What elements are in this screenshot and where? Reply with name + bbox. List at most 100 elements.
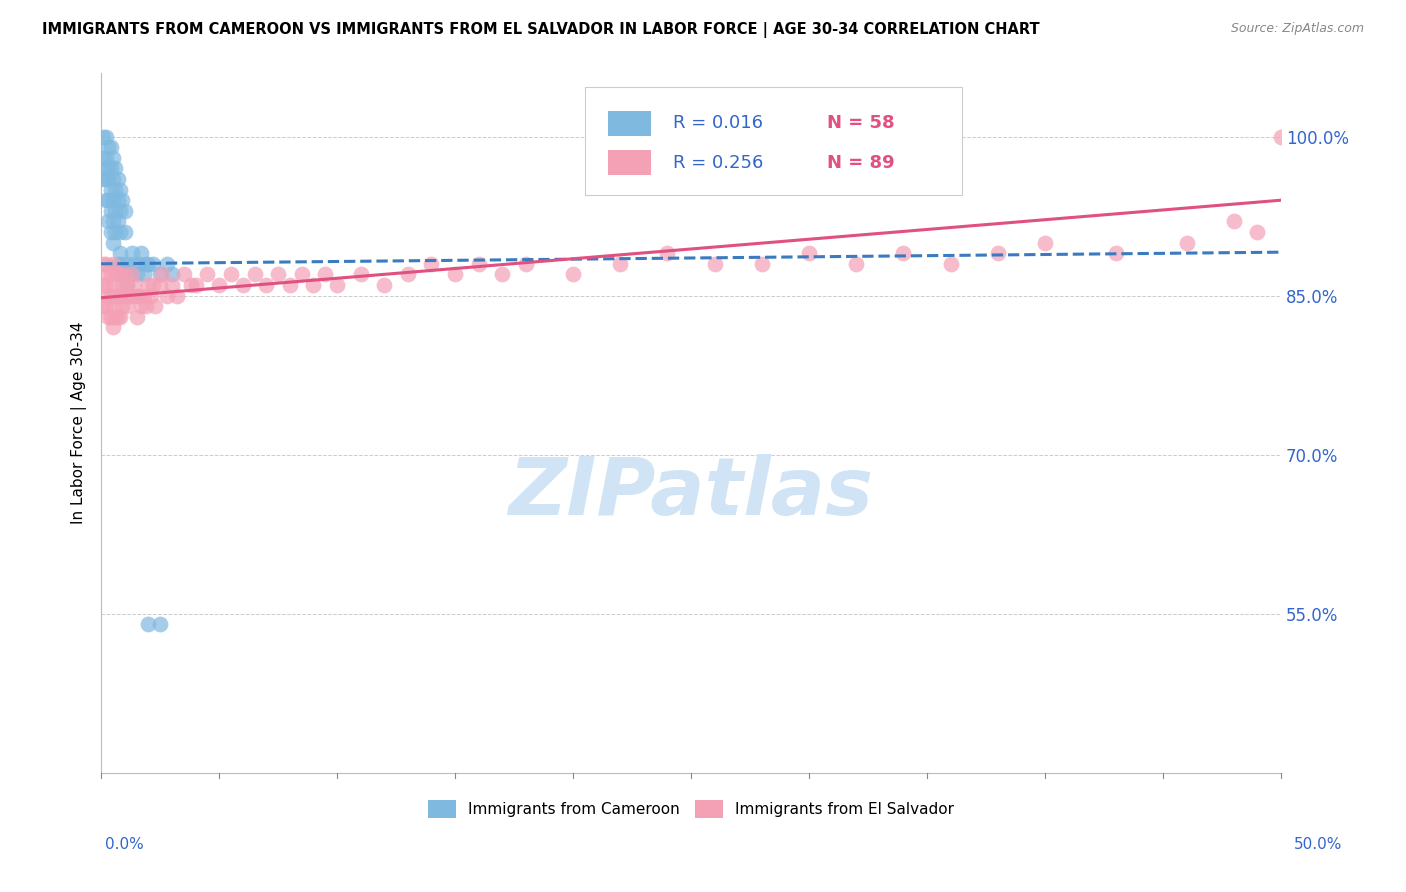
Legend: Immigrants from Cameroon, Immigrants from El Salvador: Immigrants from Cameroon, Immigrants fro…: [422, 794, 960, 824]
Point: [97, 310, 120, 324]
Point: [104, 310, 127, 324]
Point: [93, 299, 115, 313]
Point: [118, 288, 141, 302]
Point: [104, 225, 127, 239]
Point: [107, 257, 129, 271]
Point: [94, 151, 117, 165]
Point: [115, 299, 138, 313]
Point: [184, 278, 207, 293]
Point: [128, 288, 150, 302]
Point: [94, 172, 117, 186]
Point: [160, 278, 183, 293]
Point: [166, 288, 188, 302]
Point: [173, 268, 195, 282]
Point: [751, 257, 773, 271]
Point: [122, 257, 145, 271]
Point: [1175, 235, 1198, 250]
Point: [97, 214, 120, 228]
Point: [491, 268, 513, 282]
Point: [797, 246, 820, 260]
Point: [111, 299, 134, 313]
Point: [107, 193, 129, 207]
Point: [1223, 214, 1246, 228]
Point: [132, 288, 155, 302]
Point: [121, 268, 143, 282]
Point: [180, 278, 202, 293]
Point: [1105, 246, 1128, 260]
Point: [97, 288, 120, 302]
Point: [111, 193, 134, 207]
Point: [107, 268, 129, 282]
Point: [108, 203, 131, 218]
Point: [136, 278, 159, 293]
Point: [149, 268, 172, 282]
Point: [100, 268, 122, 282]
Point: [108, 246, 131, 260]
Point: [145, 299, 167, 313]
Point: [122, 278, 145, 293]
Text: R = 0.256: R = 0.256: [673, 153, 763, 171]
Point: [160, 268, 183, 282]
Point: [108, 288, 131, 302]
Point: [142, 278, 165, 293]
Point: [135, 299, 157, 313]
Point: [136, 617, 159, 632]
Point: [149, 617, 172, 632]
Point: [101, 257, 124, 271]
Point: [93, 172, 115, 186]
Point: [1270, 129, 1292, 144]
Point: [129, 246, 152, 260]
Point: [94, 129, 117, 144]
Point: [108, 183, 131, 197]
Point: [1033, 235, 1056, 250]
Y-axis label: In Labor Force | Age 30-34: In Labor Force | Age 30-34: [72, 322, 87, 524]
Text: ZIPatlas: ZIPatlas: [509, 454, 873, 532]
Point: [97, 140, 120, 154]
Point: [97, 193, 120, 207]
FancyBboxPatch shape: [609, 111, 651, 136]
Point: [129, 299, 152, 313]
Point: [107, 310, 129, 324]
Text: IMMIGRANTS FROM CAMEROON VS IMMIGRANTS FROM EL SALVADOR IN LABOR FORCE | AGE 30-: IMMIGRANTS FROM CAMEROON VS IMMIGRANTS F…: [42, 22, 1040, 38]
Point: [128, 257, 150, 271]
Point: [104, 203, 127, 218]
Point: [94, 299, 117, 313]
Point: [114, 268, 136, 282]
Point: [302, 278, 325, 293]
Point: [291, 268, 314, 282]
Point: [232, 278, 254, 293]
Point: [97, 161, 120, 176]
Point: [121, 288, 143, 302]
Point: [142, 257, 165, 271]
Point: [467, 257, 489, 271]
Point: [104, 268, 127, 282]
Point: [149, 278, 172, 293]
Point: [562, 268, 585, 282]
Point: [101, 214, 124, 228]
Point: [104, 161, 127, 176]
Text: 50.0%: 50.0%: [1295, 837, 1343, 852]
Point: [104, 183, 127, 197]
FancyBboxPatch shape: [585, 87, 962, 195]
Point: [893, 246, 915, 260]
Point: [939, 257, 962, 271]
Point: [100, 140, 122, 154]
Point: [118, 268, 141, 282]
Point: [115, 278, 138, 293]
Point: [101, 278, 124, 293]
Point: [101, 320, 124, 334]
Point: [121, 246, 143, 260]
Point: [94, 257, 117, 271]
Point: [93, 129, 115, 144]
Point: [107, 288, 129, 302]
Point: [111, 278, 134, 293]
Point: [101, 172, 124, 186]
Text: N = 89: N = 89: [827, 153, 894, 171]
Point: [101, 193, 124, 207]
Point: [703, 257, 725, 271]
Point: [93, 278, 115, 293]
Point: [108, 310, 131, 324]
Point: [97, 172, 120, 186]
Point: [125, 288, 148, 302]
Point: [135, 257, 157, 271]
